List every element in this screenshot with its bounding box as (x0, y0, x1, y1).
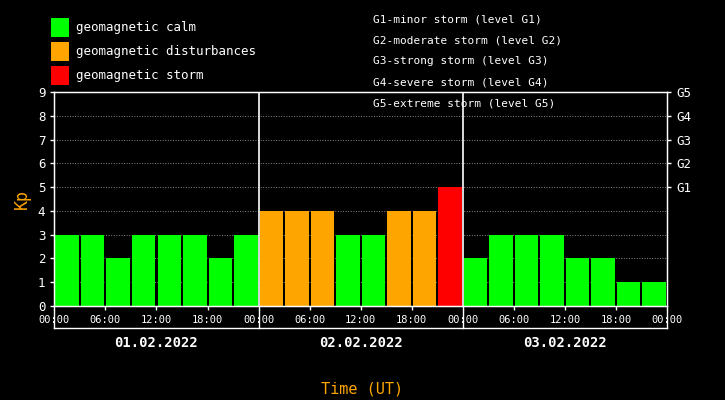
Bar (81, 235, 104, 306)
Bar (439, 187, 462, 306)
Bar (157, 235, 181, 306)
Bar (592, 258, 615, 306)
Text: G2-moderate storm (level G2): G2-moderate storm (level G2) (373, 35, 563, 45)
Bar (413, 211, 436, 306)
Y-axis label: Kp: Kp (13, 189, 31, 209)
Bar (387, 211, 411, 306)
Bar (183, 235, 207, 306)
Bar (464, 258, 487, 306)
Text: 03.02.2022: 03.02.2022 (523, 336, 607, 350)
Text: 01.02.2022: 01.02.2022 (115, 336, 199, 350)
Bar (310, 211, 334, 306)
Text: geomagnetic calm: geomagnetic calm (76, 21, 196, 34)
Bar (617, 282, 640, 306)
Text: G4-severe storm (level G4): G4-severe storm (level G4) (373, 78, 549, 88)
Bar (260, 211, 283, 306)
Text: G5-extreme storm (level G5): G5-extreme storm (level G5) (373, 99, 555, 109)
Text: geomagnetic disturbances: geomagnetic disturbances (76, 45, 256, 58)
Bar (642, 282, 666, 306)
Bar (285, 211, 309, 306)
Bar (234, 235, 257, 306)
Bar (55, 235, 79, 306)
Bar (209, 258, 232, 306)
Text: Time (UT): Time (UT) (321, 381, 404, 396)
Bar (489, 235, 513, 306)
Text: geomagnetic storm: geomagnetic storm (76, 69, 204, 82)
Bar (362, 235, 385, 306)
Bar (107, 258, 130, 306)
Bar (540, 235, 564, 306)
Bar (336, 235, 360, 306)
Text: 02.02.2022: 02.02.2022 (319, 336, 402, 350)
Bar (515, 235, 539, 306)
Text: G3-strong storm (level G3): G3-strong storm (level G3) (373, 56, 549, 66)
Bar (566, 258, 589, 306)
Text: G1-minor storm (level G1): G1-minor storm (level G1) (373, 14, 542, 24)
Bar (132, 235, 155, 306)
